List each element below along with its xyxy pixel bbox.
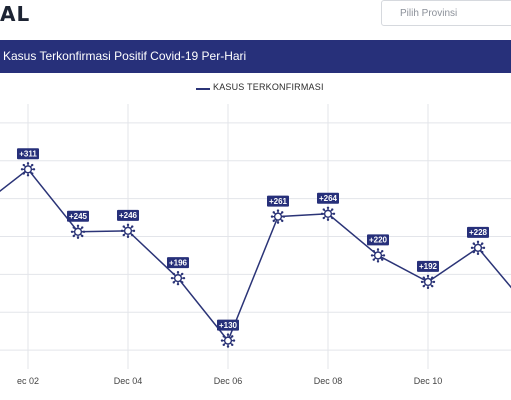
legend-swatch <box>196 88 210 90</box>
data-label-box <box>67 210 89 222</box>
province-placeholder: Pilih Provinsi <box>400 8 458 19</box>
data-label-box <box>217 319 239 331</box>
virus-marker[interactable] <box>70 224 86 239</box>
province-select[interactable]: Pilih Provinsi <box>381 0 511 26</box>
data-label: +261 <box>269 197 288 206</box>
data-label-box <box>17 148 39 160</box>
data-label-box <box>467 226 489 238</box>
data-label: +192 <box>419 262 438 271</box>
virus-marker[interactable] <box>420 274 436 290</box>
data-label-box <box>317 192 339 204</box>
data-label-box <box>167 257 189 269</box>
chart-title-bar: Kasus Terkonfirmasi Positif Covid-19 Per… <box>0 40 511 73</box>
x-tick-label: ec 02 <box>17 376 39 386</box>
series-line <box>0 168 511 343</box>
data-label: +246 <box>119 211 138 220</box>
virus-marker[interactable] <box>470 240 486 256</box>
x-tick-label: Dec 06 <box>214 376 243 386</box>
data-label-box <box>117 209 139 221</box>
x-tick-label: Dec 08 <box>314 376 343 386</box>
data-label-box <box>267 195 289 207</box>
x-tick-label: Dec 04 <box>114 376 143 386</box>
data-label-box <box>367 234 389 246</box>
data-label: +228 <box>469 228 488 237</box>
legend-label: KASUS TERKONFIRMASI <box>213 82 324 92</box>
x-tick-label: Dec 10 <box>414 376 443 386</box>
virus-marker[interactable] <box>220 333 236 348</box>
data-label: +264 <box>319 194 338 203</box>
brand-logo: AL <box>0 2 31 26</box>
data-label: +311 <box>19 150 37 159</box>
virus-marker[interactable] <box>20 162 36 177</box>
data-label: +220 <box>369 236 388 245</box>
data-label: +130 <box>219 321 238 330</box>
virus-marker[interactable] <box>320 206 336 221</box>
data-label-box <box>417 260 439 272</box>
chart-title: Kasus Terkonfirmasi Positif Covid-19 Per… <box>3 49 247 63</box>
virus-marker[interactable] <box>270 209 286 224</box>
virus-marker[interactable] <box>170 270 186 286</box>
virus-marker[interactable] <box>120 223 136 239</box>
virus-marker[interactable] <box>370 248 386 263</box>
data-label: +245 <box>69 212 88 221</box>
top-bar: AL Pilih Provinsi <box>0 0 511 36</box>
data-label: +196 <box>169 258 188 267</box>
